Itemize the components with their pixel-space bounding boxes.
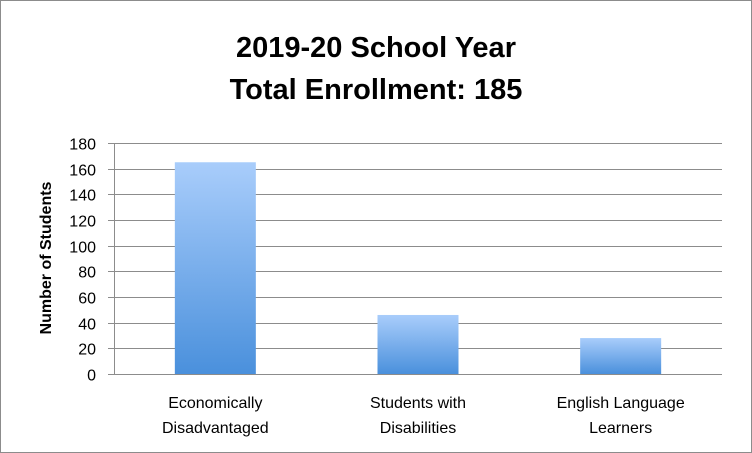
x-category-label: Learners — [589, 420, 652, 437]
x-category-label: English Language — [557, 395, 685, 412]
x-category-label: Disabilities — [380, 420, 456, 437]
chart-title-line-2: Total Enrollment: 185 — [229, 74, 523, 106]
y-tick-label: 60 — [78, 291, 96, 308]
bars — [174, 162, 662, 374]
y-tick-label: 180 — [69, 137, 96, 154]
y-tick-label: 160 — [69, 163, 96, 180]
x-axis-categories: Economically Disadvantaged Students with Di… — [162, 395, 685, 437]
y-tick-label: 120 — [69, 214, 96, 231]
x-category-label: Students with — [370, 395, 466, 412]
y-tick-label: 40 — [78, 317, 96, 334]
x-category-label: Economically — [168, 395, 262, 412]
y-tick-label: 80 — [78, 265, 96, 282]
y-axis-title: Number of Students — [38, 181, 55, 334]
bar — [174, 162, 256, 374]
bar — [580, 338, 662, 374]
chart-title-line-1: 2019-20 School Year — [236, 32, 516, 64]
x-category-label: Disadvantaged — [162, 420, 269, 437]
y-tick-label: 100 — [69, 240, 96, 257]
bar — [377, 314, 459, 374]
y-tick-label: 140 — [69, 188, 96, 205]
y-tick-label: 20 — [78, 342, 96, 359]
y-axis-ticks: 0 20 40 60 80 100 120 140 160 180 — [69, 137, 96, 385]
y-tick-label: 0 — [87, 368, 96, 385]
